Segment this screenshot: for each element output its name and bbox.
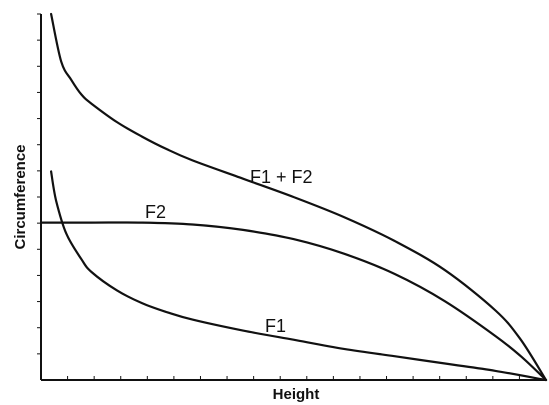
series-line-f2 (39, 221, 548, 382)
series-lines (39, 12, 548, 382)
series-labels: F1 + F2 F2 F1 (145, 167, 313, 336)
x-ticks (67, 376, 520, 380)
series-line-f1 (50, 170, 548, 382)
series-line-f1-f2 (50, 12, 548, 382)
y-axis-title: Circumference (12, 144, 29, 249)
x-axis-title: Height (273, 386, 320, 403)
annotation-f2: F2 (145, 202, 166, 222)
annotation-f1: F1 (265, 316, 286, 336)
annotation-f1-plus-f2: F1 + F2 (250, 167, 313, 187)
